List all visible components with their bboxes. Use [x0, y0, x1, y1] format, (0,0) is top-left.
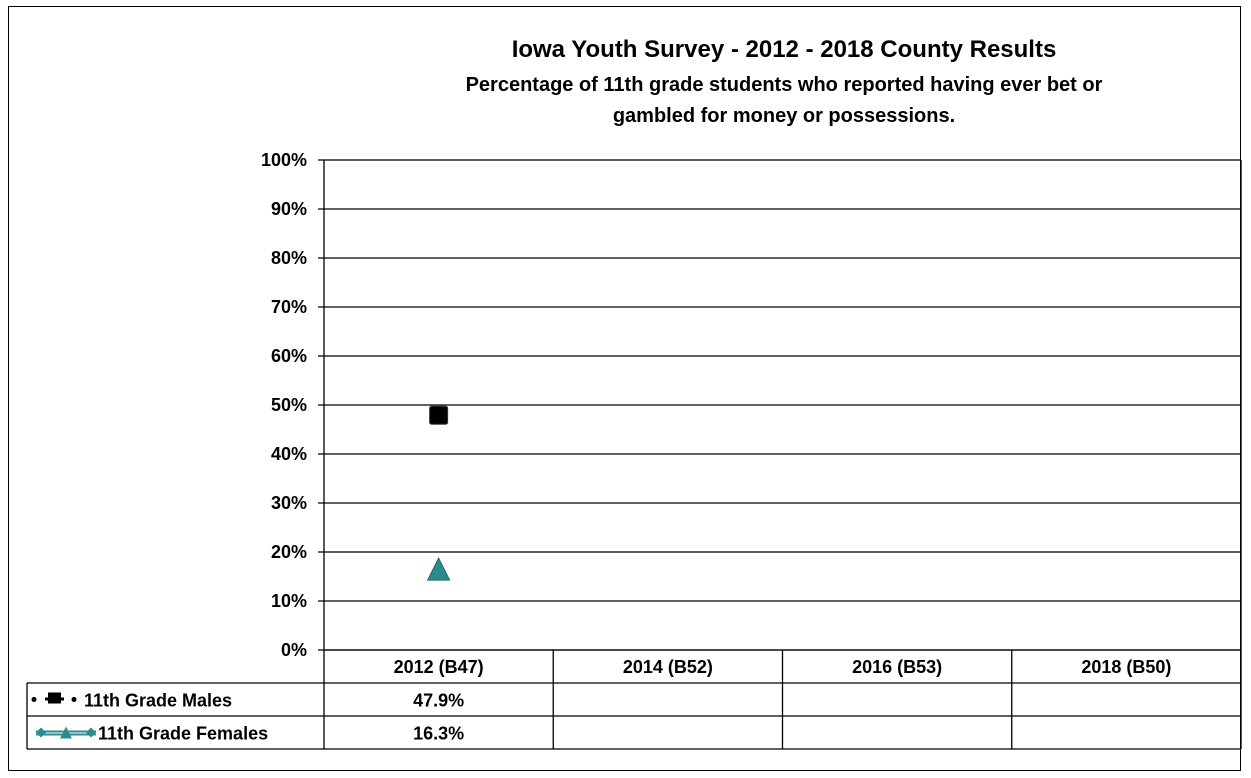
x-category-label: 2016 (B53) [852, 657, 942, 677]
x-category-label: 2012 (B47) [394, 657, 484, 677]
legend-key-marker [45, 697, 64, 701]
chart-subtitle-line2: gambled for money or possessions. [612, 105, 956, 127]
y-tick-label: 20% [271, 542, 307, 562]
legend-label: 11th Grade Males [84, 691, 232, 711]
legend-key-dot [31, 697, 37, 702]
y-tick-label: 100% [261, 150, 307, 170]
legend-key-dot [71, 697, 77, 702]
y-tick-label: 0% [281, 640, 307, 660]
data-label: 16.3% [413, 724, 464, 744]
y-tick-label: 30% [271, 493, 307, 513]
data-label: 47.9% [413, 691, 464, 711]
y-tick-label: 80% [271, 248, 307, 268]
legend-label: 11th Grade Females [98, 724, 268, 744]
legend-key-diamond [36, 727, 46, 738]
y-tick-label: 40% [271, 444, 307, 464]
x-category-label: 2018 (B50) [1081, 657, 1171, 677]
y-tick-label: 90% [271, 199, 307, 219]
chart-frame [8, 6, 1241, 771]
y-tick-label: 70% [271, 297, 307, 317]
chart-title: Iowa Youth Survey - 2012 - 2018 County R… [511, 36, 1057, 63]
x-category-label: 2014 (B52) [623, 657, 713, 677]
legend-key-diamond [86, 727, 96, 738]
y-tick-label: 10% [271, 591, 307, 611]
data-point-marker [429, 405, 449, 425]
data-point-marker [426, 557, 451, 581]
legend-key-marker [60, 726, 72, 739]
y-tick-label: 60% [271, 346, 307, 366]
y-tick-label: 50% [271, 395, 307, 415]
chart-subtitle-line1: Percentage of 11th grade students who re… [465, 74, 1103, 96]
